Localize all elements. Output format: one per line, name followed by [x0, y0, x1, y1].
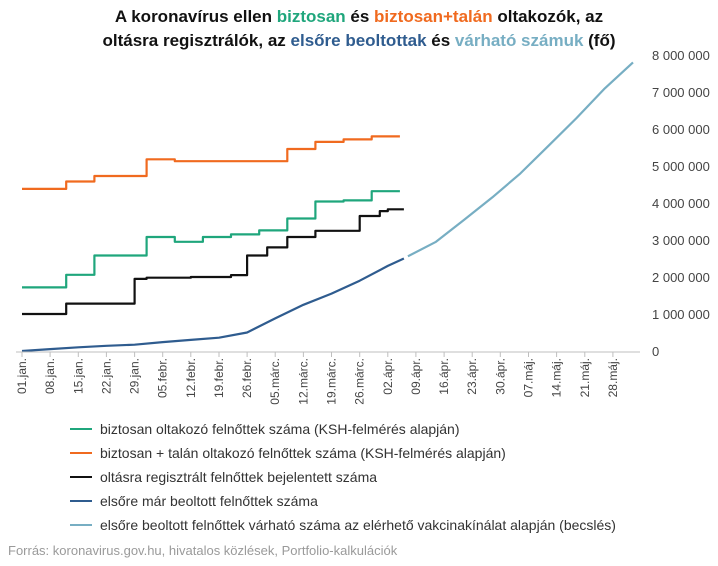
legend-swatch: [70, 499, 92, 503]
x-axis: 01.jan. 08.jan. 15.jan. 22.jan. 29.jan. 05.fe…: [15, 351, 640, 405]
title-segment: oltásra regisztrálók, az: [102, 31, 291, 50]
chart-title: A koronavírus ellen biztosan és biztosan…: [0, 5, 718, 53]
x-tick-label: 14.máj.: [550, 358, 564, 397]
legend-item: elsőre már beoltott felnőttek száma: [70, 489, 616, 513]
x-tick-label: 16.ápr.: [437, 358, 451, 395]
legend-label: elsőre már beoltott felnőttek száma: [100, 493, 318, 509]
legend-label: oltásra regisztrált felnőttek bejelentet…: [100, 469, 378, 485]
legend-swatch: [70, 523, 92, 527]
title-segment: oltakozók, az: [492, 7, 604, 26]
y-tick-label: 4 000 000: [652, 196, 710, 211]
x-tick-label: 12.márc.: [296, 358, 310, 405]
series-line-1: [22, 190, 400, 289]
x-tick-label: 19.febr.: [212, 358, 226, 398]
y-axis: 0 1 000 000 2 000 000 3 000 000 4 000 000 5 0…: [652, 48, 710, 359]
x-tick-label: 05.febr.: [156, 358, 170, 398]
y-tick-label: 2 000 000: [652, 270, 710, 285]
legend: biztosan oltakozó felnőttek száma (KSH-f…: [70, 417, 616, 537]
legend-item: biztosan + talán oltakozó felnőttek szám…: [70, 441, 616, 465]
legend-item: oltásra regisztrált felnőttek bejelentet…: [70, 465, 616, 489]
title-segment: és: [345, 7, 375, 26]
x-tick-label: 26.febr.: [240, 358, 254, 398]
legend-swatch: [70, 427, 92, 431]
y-tick-label: 1 000 000: [652, 307, 710, 322]
legend-label: biztosan oltakozó felnőttek száma (KSH-f…: [100, 421, 460, 437]
y-tick-label: 0: [652, 344, 659, 359]
title-line-1: A koronavírus ellen biztosan és biztosan…: [0, 5, 718, 29]
y-tick-label: 6 000 000: [652, 122, 710, 137]
title-segment: (fő): [583, 31, 616, 50]
x-tick-label: 15.jan.: [71, 358, 85, 394]
title-segment: várható számuk: [454, 31, 584, 50]
x-tick-label: 02.ápr.: [381, 358, 395, 395]
series-line-4: [21, 257, 405, 353]
legend-item: elsőre beoltott felnőttek várható száma …: [70, 513, 616, 537]
x-tick-label: 21.máj.: [578, 358, 592, 397]
title-segment: A koronavírus ellen: [114, 7, 277, 26]
x-tick-label: 26.márc.: [353, 358, 367, 405]
x-tick-label: 09.ápr.: [409, 358, 423, 395]
y-tick-label: 7 000 000: [652, 85, 710, 100]
source-note: Forrás: koronavirus.gov.hu, hivatalos kö…: [8, 543, 398, 558]
x-tick-label: 30.ápr.: [493, 358, 507, 395]
x-tick-label: 28.máj.: [606, 358, 620, 397]
series-line-3: [22, 208, 404, 316]
legend-label: biztosan + talán oltakozó felnőttek szám…: [100, 445, 506, 461]
legend-label: elsőre beoltott felnőttek várható száma …: [100, 517, 616, 533]
series-line-5: [407, 61, 634, 258]
x-tick-label: 05.márc.: [268, 358, 282, 405]
x-tick-label: 07.máj.: [522, 358, 536, 397]
x-tick-label: 08.jan.: [43, 358, 57, 394]
y-tick-label: 5 000 000: [652, 159, 710, 174]
y-tick-label: 3 000 000: [652, 233, 710, 248]
legend-swatch: [70, 451, 92, 455]
series-line-2: [22, 135, 400, 190]
legend-item: biztosan oltakozó felnőttek száma (KSH-f…: [70, 417, 616, 441]
title-segment: és: [426, 31, 455, 50]
x-tick-label: 01.jan.: [15, 358, 29, 394]
x-tick-label: 29.jan.: [128, 358, 142, 394]
y-tick-label: 8 000 000: [652, 48, 710, 63]
x-tick-label: 22.jan.: [99, 358, 113, 394]
line-chart: 0 1 000 000 2 000 000 3 000 000 4 000 000 5 0…: [15, 48, 710, 405]
title-segment: biztosan: [276, 7, 346, 26]
x-tick-label: 12.febr.: [184, 358, 198, 398]
x-tick-label: 23.ápr.: [465, 358, 479, 395]
title-segment: biztosan+talán: [374, 7, 493, 26]
series-layer: [21, 61, 634, 353]
title-segment: elsőre beoltottak: [290, 31, 427, 50]
legend-swatch: [70, 475, 92, 479]
x-tick-label: 19.márc.: [325, 358, 339, 405]
title-line-2: oltásra regisztrálók, az elsőre beoltott…: [0, 29, 718, 53]
